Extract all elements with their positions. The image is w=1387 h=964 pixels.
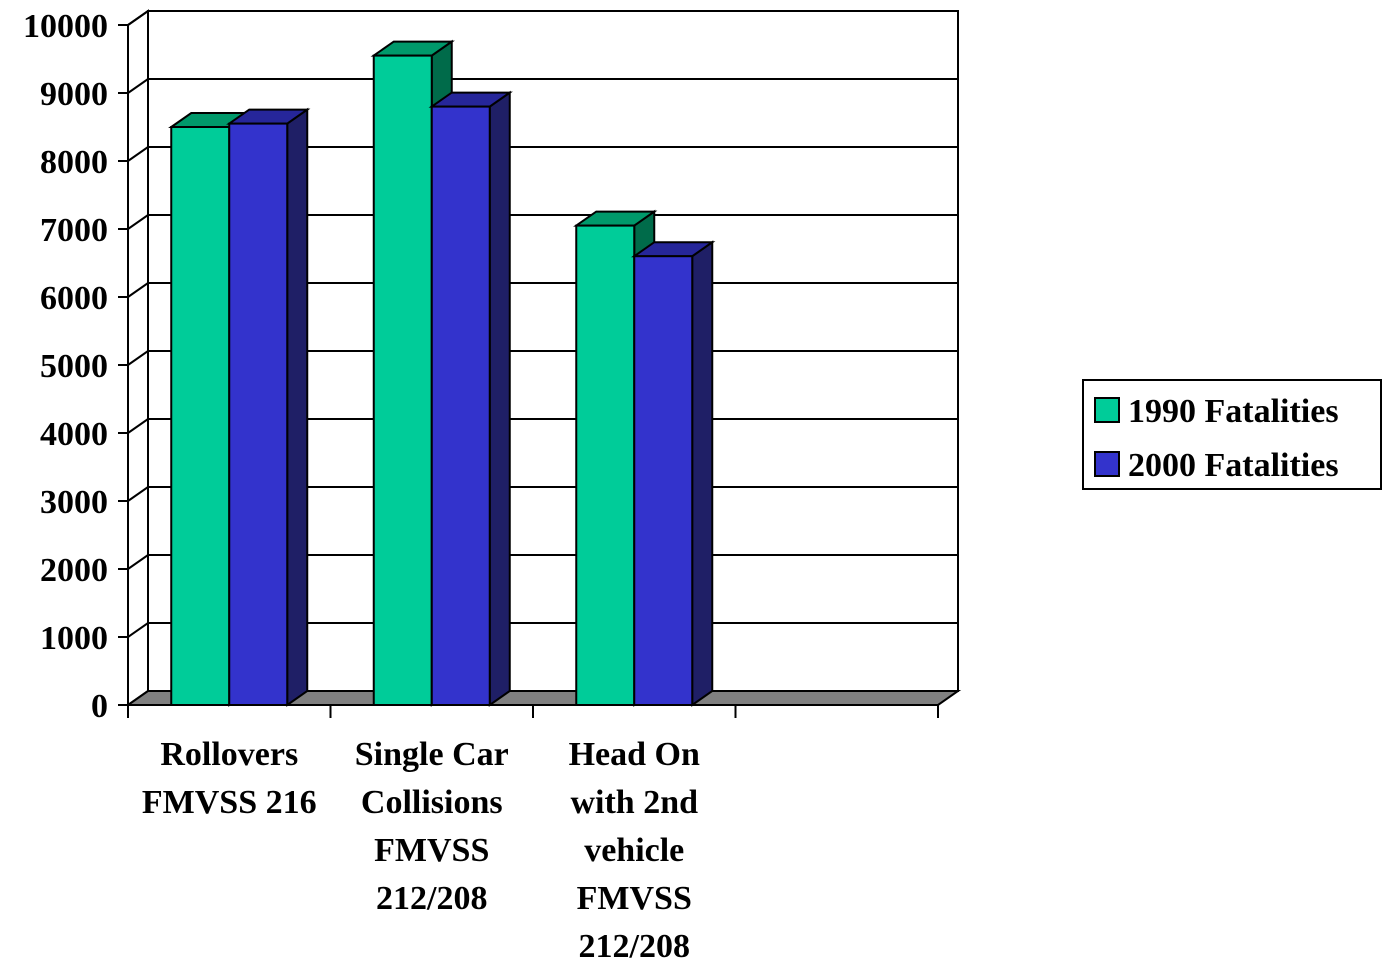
category-label: 212/208 <box>579 928 690 964</box>
bar-front <box>170 126 231 706</box>
bar-front <box>575 224 636 706</box>
y-tick-label: 7000 <box>40 212 108 249</box>
y-tick-label: 5000 <box>40 348 108 385</box>
bars <box>168 39 716 707</box>
category-label: 212/208 <box>376 880 487 917</box>
gridline <box>127 214 958 230</box>
bar-side <box>286 107 309 707</box>
gridline <box>127 10 958 26</box>
category-label: Single Car <box>355 736 509 773</box>
bar-side <box>691 240 714 707</box>
bar <box>226 107 311 707</box>
y-tick-label: 3000 <box>40 484 108 521</box>
y-tick-labels: 0 1000 2000 3000 4000 5000 6000 7000 8000 9000 100… <box>23 8 108 725</box>
y-tick-label: 10000 <box>23 8 108 45</box>
y-tick-label: 0 <box>91 688 108 725</box>
legend-label-2000: 2000 Fatalities <box>1128 447 1339 484</box>
bar <box>631 240 716 707</box>
category-label: FMVSS <box>374 832 489 869</box>
category-label: Collisions <box>361 784 503 821</box>
legend-label-1990: 1990 Fatalities <box>1128 393 1339 430</box>
category-label: with 2nd <box>570 784 698 821</box>
bar-front <box>430 105 491 707</box>
y-tick-label: 9000 <box>40 76 108 113</box>
category-labels: Rollovers FMVSS 216 Single Car Collisions FM… <box>142 736 700 964</box>
y-tick-label: 8000 <box>40 144 108 181</box>
legend-swatch-1990 <box>1094 397 1120 423</box>
gridline <box>127 78 958 94</box>
category-label: FMVSS <box>577 880 692 917</box>
category-label: vehicle <box>584 832 684 869</box>
bar <box>428 90 513 707</box>
legend: 1990 Fatalities 2000 Fatalities <box>1082 379 1382 490</box>
y-tick-label: 1000 <box>40 620 108 657</box>
category-label: Rollovers <box>160 736 298 773</box>
y-tick-label: 4000 <box>40 416 108 453</box>
y-tick-label: 6000 <box>40 280 108 317</box>
y-tick-label: 2000 <box>40 552 108 589</box>
bar-front <box>228 122 289 707</box>
category-label: FMVSS 216 <box>142 784 317 821</box>
bar-front <box>372 54 433 707</box>
bar-front <box>633 255 694 706</box>
legend-swatch-2000 <box>1094 451 1120 477</box>
category-label: Head On <box>569 736 700 773</box>
legend-box <box>1082 379 1382 490</box>
gridline <box>127 146 958 162</box>
bar-side <box>488 90 511 707</box>
